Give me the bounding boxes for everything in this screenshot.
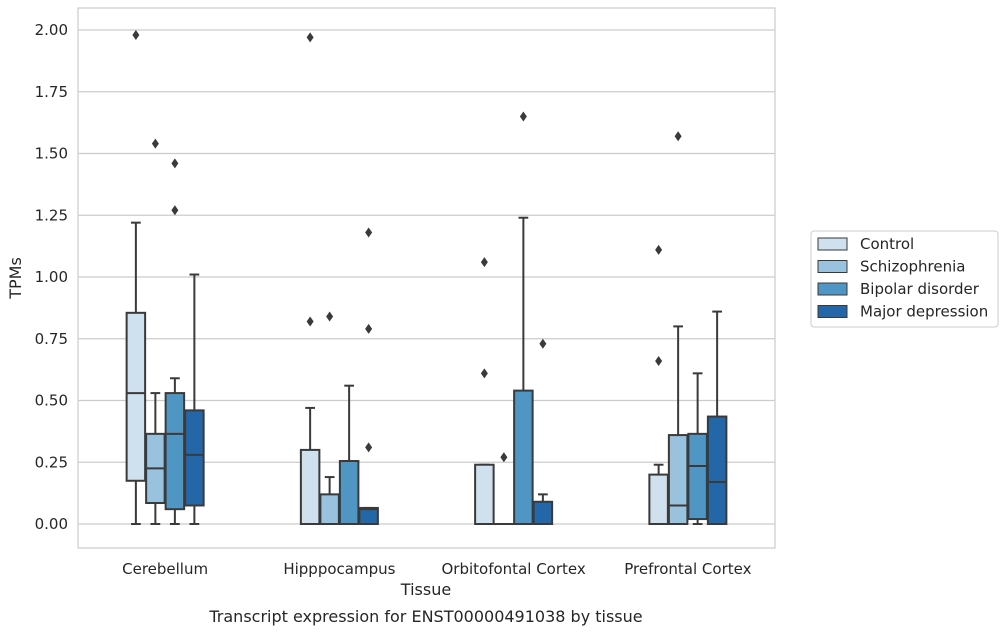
iqr-box [667,434,689,525]
iqr-box [358,506,379,526]
chart-caption: Transcript expression for ENST0000049103… [208,607,642,626]
iqr-box [513,389,534,525]
box-group [184,273,205,525]
iqr-box [125,311,147,482]
y-tick-label: 1.75 [35,83,68,101]
box-group [299,32,321,525]
legend-label: Schizophrenia [860,258,965,276]
box-group [513,111,534,525]
y-tick-label: 0.75 [35,330,68,348]
box-group [474,257,495,525]
legend-label: Bipolar disorder [860,280,980,298]
x-axis-title: Tissue [400,580,451,599]
outlier-point [306,316,314,327]
legend-label: Major depression [860,303,988,321]
iqr-box [532,500,554,525]
y-tick-label: 0.00 [35,515,68,533]
x-tick-label: Hipppocampus [283,560,395,578]
outlier-point [480,257,488,268]
outlier-point [539,338,547,349]
box-group [358,227,379,526]
y-tick-label: 0.50 [35,392,68,410]
y-tick-label: 0.25 [35,453,68,471]
box-group [125,29,147,525]
iqr-box [706,415,728,525]
legend-swatch [817,237,848,251]
x-tick-label: Cerebellum [122,560,208,578]
outlier-point [365,227,373,238]
y-tick-labels: 0.00 0.25 0.50 0.75 1.00 1.25 1.50 1.75 2.00 [35,21,68,533]
outlier-point [171,158,179,169]
box-plots [125,29,728,526]
legend-frame [810,230,999,328]
legend-label: Control [860,235,914,253]
outlier-point [132,29,140,40]
box-group [164,158,186,525]
box-group [532,338,554,525]
y-axis-title: TPMs [6,257,25,300]
y-tick-label: 2.00 [35,21,68,39]
outlier-point [655,355,663,366]
x-tick-labels: Cerebellum Hipppocampus Orbitofontal Corte… [122,560,751,578]
outlier-point [500,452,508,463]
y-tick-label: 1.50 [35,145,68,163]
iqr-box [648,473,669,526]
box-group [648,244,669,526]
outlier-point [326,311,334,322]
x-tick-label: Orbitofontal Cortex [442,560,586,578]
y-tick-label: 1.00 [35,268,68,286]
box-group [493,452,515,526]
outlier-point [151,138,159,149]
iqr-box [474,463,495,525]
outlier-point [655,244,663,255]
legend-swatch [817,282,848,296]
iqr-box [338,460,360,526]
x-tick-label: Prefrontal Cortex [624,560,751,578]
outlier-point [171,205,179,216]
box-group [706,310,728,525]
iqr-box [184,409,205,507]
legend-swatch [817,260,848,273]
plot-frame [77,7,776,549]
box-group [687,372,708,525]
outlier-point [306,32,314,43]
outlier-point [480,368,488,379]
legend: Control Schizophrenia Bipolar disorder Majo… [810,230,999,328]
iqr-box [687,432,708,521]
box-group [338,384,360,526]
outlier-point [674,131,682,142]
outlier-point [365,442,373,453]
box-group [319,311,340,525]
iqr-box [299,448,321,525]
outlier-point [519,111,527,122]
outlier-point [365,323,373,334]
iqr-box [319,493,340,525]
box-group [145,138,166,525]
box-group [667,131,689,525]
iqr-box [164,392,186,511]
y-tick-label: 1.25 [35,206,68,224]
legend-swatch [817,305,848,318]
